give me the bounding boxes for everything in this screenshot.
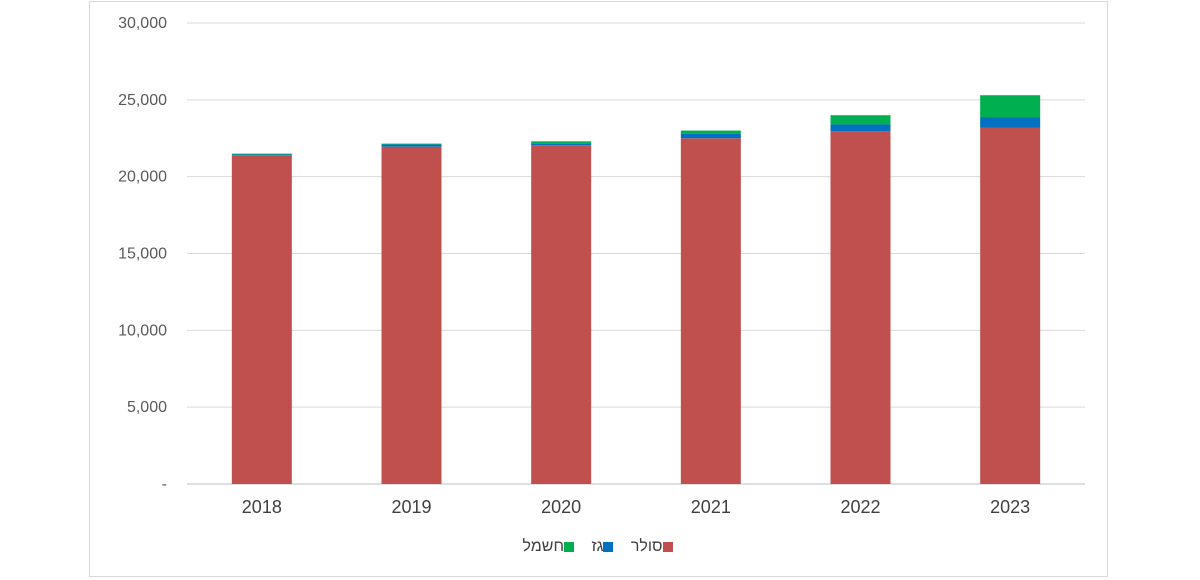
bar-segment-gas <box>980 117 1041 128</box>
x-axis-tick-labels: 2018 2019 2020 2021 2022 2023 <box>242 497 1030 517</box>
x-tick-label: 2022 <box>840 497 880 517</box>
y-tick-label: 10,000 <box>118 322 167 339</box>
bar-segment-electric <box>680 130 741 134</box>
legend-label-gas: גז <box>591 538 604 555</box>
bar-segment-electric <box>980 95 1041 118</box>
y-tick-label: - <box>162 476 167 493</box>
bar-segment-electric <box>231 153 292 155</box>
legend-item-diesel: סולר <box>631 538 678 556</box>
legend-item-electric: חשמל <box>522 538 579 556</box>
legend-swatch-gas <box>603 542 614 552</box>
legend-swatch-electric <box>564 542 574 552</box>
y-tick-label: 20,000 <box>118 169 167 186</box>
x-tick-label: 2023 <box>990 497 1030 517</box>
legend: סולר גז חשמל <box>0 538 1200 557</box>
bars <box>231 95 1041 485</box>
bar-segment-diesel <box>381 146 442 484</box>
bar-segment-electric <box>531 141 592 144</box>
legend-swatch-diesel <box>662 542 673 552</box>
y-tick-label: 30,000 <box>118 15 167 32</box>
bar-segment-gas <box>231 154 292 156</box>
legend-label-electric: חשמל <box>522 538 564 555</box>
bar-segment-gas <box>381 144 442 147</box>
x-tick-label: 2021 <box>691 497 731 517</box>
x-tick-label: 2020 <box>541 497 581 517</box>
x-tick-label: 2019 <box>391 497 431 517</box>
bar-segment-gas <box>531 143 592 146</box>
y-tick-label: 15,000 <box>118 246 167 263</box>
bar-segment-electric <box>381 143 442 145</box>
bar-segment-gas <box>830 124 891 132</box>
bar-segment-diesel <box>830 131 891 484</box>
y-axis-tick-labels: - 5,000 10,000 15,000 20,000 25,000 30,000 <box>118 15 167 493</box>
bar-segment-gas <box>680 133 741 139</box>
y-tick-label: 25,000 <box>118 92 167 109</box>
bar-segment-diesel <box>231 155 292 485</box>
legend-item-gas: גז <box>591 538 618 556</box>
bar-segment-diesel <box>680 138 741 484</box>
y-tick-label: 5,000 <box>127 399 167 416</box>
gridlines <box>187 22 1085 485</box>
bar-segment-diesel <box>980 127 1041 484</box>
legend-label-diesel: סולר <box>630 538 663 555</box>
bar-segment-diesel <box>531 145 592 485</box>
x-tick-label: 2018 <box>242 497 282 517</box>
bar-segment-electric <box>830 115 891 125</box>
